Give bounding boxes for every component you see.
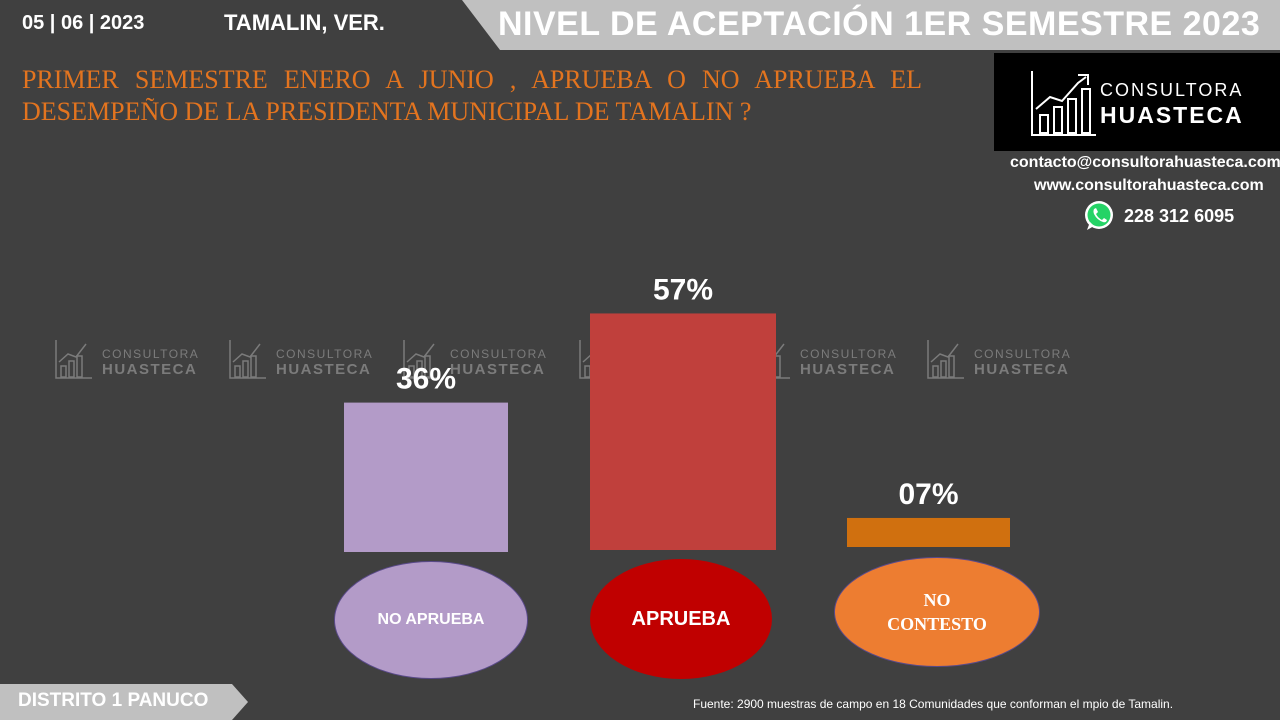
title-banner <box>462 0 1280 50</box>
district-tab <box>0 684 248 720</box>
watermark-text-line2: HUASTECA <box>800 361 896 378</box>
contact-email[interactable]: contacto@consultorahuasteca.com <box>1010 154 1280 171</box>
chart-growth-icon <box>1031 71 1096 136</box>
bar-no-contesto <box>847 517 1010 547</box>
survey-question: PRIMER SEMESTRE ENERO A JUNIO , APRUEBA … <box>22 65 922 126</box>
watermark-text-line1: CONSULTORA <box>450 347 548 361</box>
contact-website[interactable]: www.consultorahuasteca.com <box>1034 177 1264 194</box>
watermark-text-line1: CONSULTORA <box>276 347 374 361</box>
approval-bar-chart: 36% 57% 07% <box>344 273 1010 552</box>
watermark-text-line2: HUASTECA <box>974 361 1070 378</box>
bar-aprueba <box>590 313 776 550</box>
chart-growth-icon <box>403 340 440 379</box>
bar-value-label: 07% <box>898 478 958 511</box>
chart-growth-icon <box>229 340 266 379</box>
contact-phone[interactable]: 228 312 6095 <box>1124 206 1235 226</box>
logo-text-line2: HUASTECA <box>1100 102 1244 128</box>
category-label-aprueba: APRUEBA <box>590 559 772 679</box>
report-date: 05 | 06 | 2023 <box>22 12 145 34</box>
bar-value-label: 36% <box>396 363 456 396</box>
district-label: DISTRITO 1 PANUCO <box>18 690 209 711</box>
report-location: TAMALIN, VER. <box>224 10 385 35</box>
watermark-text-line2: HUASTECA <box>276 361 372 378</box>
category-label-no-contesto-text: NO CONTESTO <box>887 590 987 634</box>
category-label-no-aprueba: NO APRUEBA <box>334 561 528 679</box>
bar-value-label: 57% <box>653 273 713 306</box>
watermark-text-line1: CONSULTORA <box>102 347 200 361</box>
chart-growth-icon <box>927 340 964 379</box>
title-banner-text: NIVEL DE ACEPTACIÓN 1ER SEMESTRE 2023 <box>498 5 1261 43</box>
watermark-text-line1: CONSULTORA <box>800 347 898 361</box>
chart-growth-icon <box>55 340 92 379</box>
logo-box <box>994 53 1280 151</box>
category-label-no-contesto: NO CONTESTO <box>834 557 1040 667</box>
watermark-text-line1: CONSULTORA <box>974 347 1072 361</box>
whatsapp-icon <box>1085 201 1113 230</box>
watermark-text-line2: HUASTECA <box>102 361 198 378</box>
source-note: Fuente: 2900 muestras de campo en 18 Com… <box>693 697 1174 711</box>
bar-no-aprueba <box>344 402 508 552</box>
logo-text-line1: CONSULTORA <box>1100 80 1244 100</box>
watermark-text-line2: HUASTECA <box>450 361 546 378</box>
